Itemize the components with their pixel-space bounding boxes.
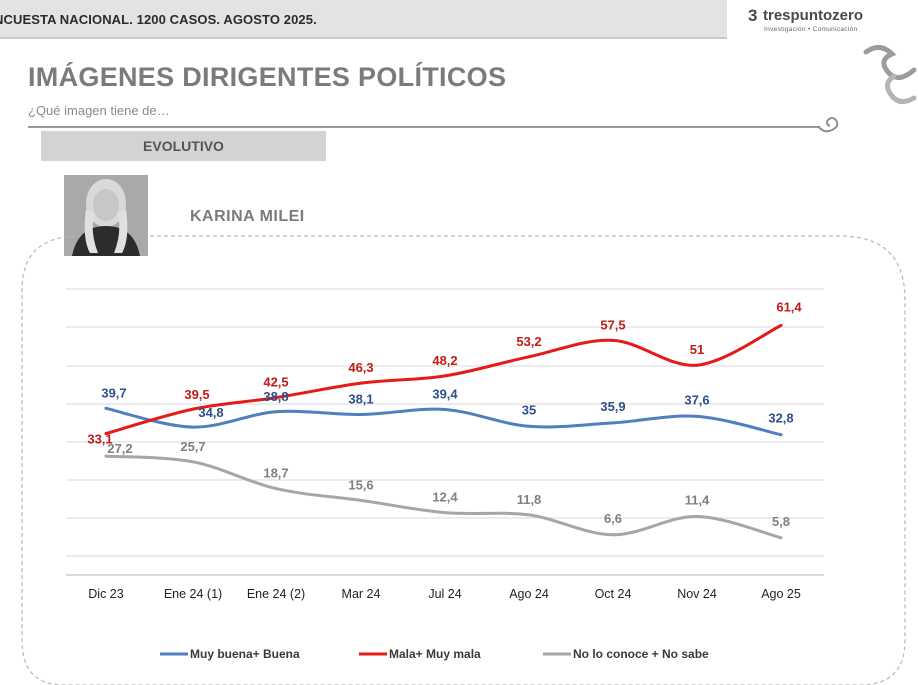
page-subtitle: ¿Qué imagen tiene de… — [28, 103, 170, 118]
divider-swirl-icon — [817, 117, 839, 133]
data-point-noconoce-4 — [443, 511, 447, 515]
data-point-buena-8 — [779, 433, 783, 437]
data-label-mala-8: 61,4 — [776, 300, 802, 315]
logo-mark-icon: 3 — [748, 6, 758, 25]
data-point-mala-0 — [104, 432, 108, 436]
data-point-noconoce-6 — [611, 533, 615, 537]
data-label-mala-5: 53,2 — [516, 334, 541, 349]
legend-label-buena: Muy buena+ Buena — [190, 647, 300, 661]
data-label-noconoce-8: 5,8 — [772, 514, 790, 529]
data-label-mala-7: 51 — [690, 342, 704, 357]
person-photo — [64, 175, 148, 256]
data-label-mala-4: 48,2 — [432, 353, 457, 368]
x-tick-label-3: Mar 24 — [342, 587, 381, 601]
data-label-buena-3: 38,1 — [348, 392, 373, 407]
data-label-buena-5: 35 — [522, 402, 536, 417]
data-point-mala-8 — [779, 324, 783, 327]
data-label-noconoce-3: 15,6 — [348, 477, 373, 492]
data-point-mala-7 — [695, 363, 699, 367]
data-point-noconoce-7 — [695, 515, 699, 518]
data-point-mala-6 — [611, 338, 615, 342]
data-point-noconoce-0 — [104, 454, 108, 458]
data-label-noconoce-6: 6,6 — [604, 511, 622, 526]
data-point-noconoce-1 — [191, 460, 195, 464]
legend-label-noconoce: No lo conoce + No sabe — [573, 647, 709, 661]
tab-evolutivo-label: EVOLUTIVO — [143, 138, 224, 154]
data-label-buena-2: 38,8 — [263, 389, 288, 404]
data-point-mala-4 — [443, 374, 447, 378]
x-tick-label-8: Ago 25 — [761, 587, 801, 601]
data-label-mala-6: 57,5 — [600, 317, 625, 332]
data-label-mala-1: 39,5 — [184, 387, 209, 402]
data-label-mala-2: 42,5 — [263, 375, 288, 390]
data-label-buena-4: 39,4 — [432, 387, 458, 402]
x-tick-label-0: Dic 23 — [88, 587, 123, 601]
survey-caption: NCUESTA NACIONAL. 1200 CASOS. AGOSTO 202… — [0, 12, 317, 27]
data-point-mala-5 — [527, 355, 531, 359]
tab-evolutivo[interactable]: EVOLUTIVO — [41, 131, 326, 161]
data-point-buena-6 — [611, 421, 615, 425]
data-point-buena-2 — [274, 410, 278, 414]
x-tick-label-1: Ene 24 (1) — [164, 587, 222, 601]
data-point-noconoce-5 — [527, 513, 531, 517]
x-tick-label-2: Ene 24 (2) — [247, 587, 305, 601]
data-label-buena-6: 35,9 — [600, 399, 625, 414]
page-title: IMÁGENES DIRIGENTES POLÍTICOS — [28, 62, 507, 92]
data-label-buena-0: 39,7 — [101, 385, 126, 400]
data-label-mala-0: 33,1 — [87, 432, 112, 447]
data-point-noconoce-8 — [779, 536, 783, 540]
data-label-buena-8: 32,8 — [768, 411, 793, 426]
data-point-noconoce-3 — [359, 498, 363, 502]
data-label-mala-3: 46,3 — [348, 360, 373, 375]
person-name: KARINA MILEI — [190, 208, 305, 225]
data-label-noconoce-0: 27,2 — [107, 441, 132, 456]
data-point-buena-3 — [359, 413, 363, 416]
header-bar: NCUESTA NACIONAL. 1200 CASOS. AGOSTO 202… — [0, 0, 727, 39]
x-tick-label-5: Ago 24 — [509, 587, 549, 601]
x-tick-label-4: Jul 24 — [428, 587, 461, 601]
data-point-buena-0 — [104, 406, 108, 410]
data-label-noconoce-4: 12,4 — [432, 490, 458, 505]
x-tick-label-7: Nov 24 — [677, 587, 717, 601]
data-point-mala-2 — [274, 396, 278, 400]
data-point-buena-1 — [191, 425, 195, 429]
decorative-swirl-icon — [863, 45, 917, 104]
data-point-mala-1 — [191, 407, 195, 411]
legend-label-mala: Mala+ Muy mala — [389, 647, 481, 661]
data-label-noconoce-5: 11,8 — [517, 492, 542, 507]
company-logo: 3 trespuntozero Investigación • Comunica… — [730, 4, 910, 38]
title-divider — [28, 126, 820, 128]
chart-frame — [21, 235, 906, 685]
data-label-buena-1: 34,8 — [198, 405, 223, 420]
data-point-mala-3 — [359, 381, 363, 385]
data-point-buena-5 — [527, 424, 531, 428]
logo-tagline: Investigación • Comunicación — [764, 26, 858, 33]
data-label-buena-7: 37,6 — [684, 392, 709, 407]
data-label-noconoce-2: 18,7 — [263, 466, 288, 481]
data-point-buena-4 — [443, 408, 447, 411]
data-point-buena-7 — [695, 414, 699, 418]
logo-name: trespuntozero — [763, 7, 864, 24]
data-label-noconoce-7: 11,4 — [685, 493, 710, 508]
data-point-noconoce-2 — [274, 487, 278, 491]
x-tick-label-6: Oct 24 — [595, 587, 632, 601]
data-label-noconoce-1: 25,7 — [180, 439, 205, 454]
